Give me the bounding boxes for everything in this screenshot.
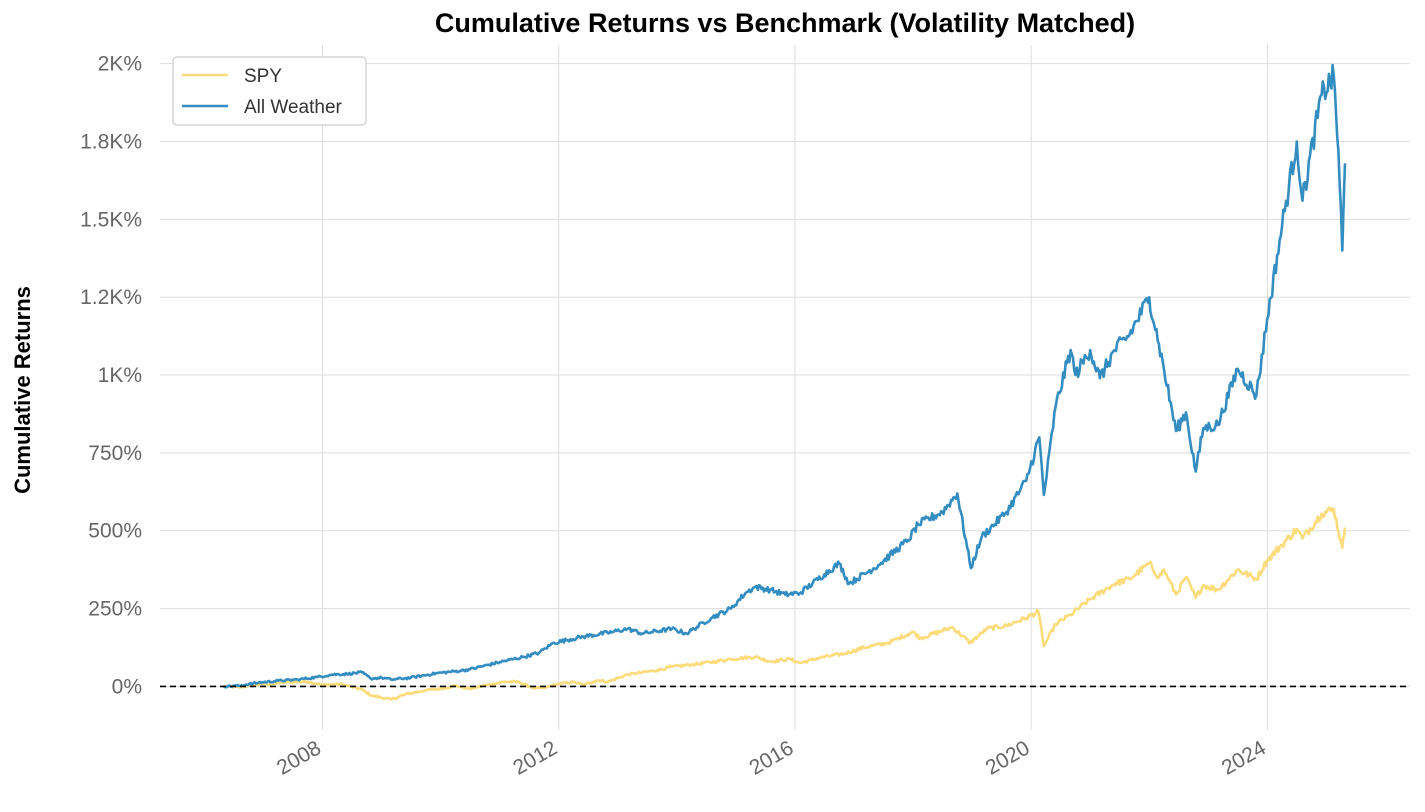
x-tick-label: 2020 (982, 736, 1034, 779)
y-tick-label: 1K% (98, 364, 142, 387)
legend[interactable]: SPY All Weather (172, 56, 367, 126)
y-tick-label: 500% (88, 520, 142, 543)
y-axis-label: Cumulative Returns (10, 286, 35, 494)
x-tick-labels: 2008 2012 2016 2020 2024 (273, 736, 1270, 779)
y-tick-label: 2K% (98, 53, 142, 76)
y-tick-label: 1.8K% (80, 131, 142, 154)
x-tick-label: 2024 (1218, 736, 1270, 779)
legend-label: All Weather (244, 97, 343, 118)
y-gridlines (160, 63, 1410, 687)
y-tick-label: 1.5K% (80, 208, 142, 231)
series-line-all-weather (223, 63, 1347, 689)
y-tick-label: 750% (88, 442, 142, 465)
chart-title: Cumulative Returns vs Benchmark (Volatil… (434, 8, 1136, 38)
legend-label: SPY (244, 66, 282, 87)
x-gridlines (321, 45, 1268, 730)
y-tick-label: 0% (112, 675, 142, 698)
y-tick-label: 1.2K% (80, 286, 142, 309)
x-tick-label: 2012 (509, 736, 561, 779)
series-lines (223, 63, 1347, 701)
y-tick-label: 250% (88, 598, 142, 621)
series-line-spy (223, 506, 1347, 701)
x-tick-label: 2016 (745, 736, 797, 779)
x-tick-label: 2008 (273, 736, 325, 779)
y-tick-labels: 0% 250% 500% 750% 1K% 1.2K% 1.5K% 1.8K% 2K% (80, 53, 142, 699)
